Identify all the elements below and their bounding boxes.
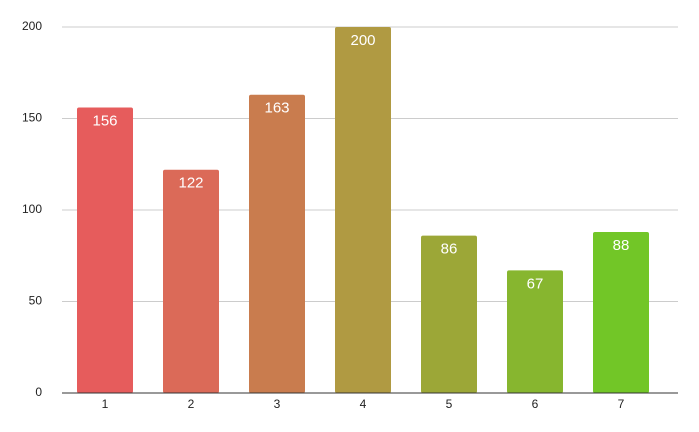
x-tick-label: 7 — [618, 397, 625, 411]
y-tick-label: 0 — [35, 385, 42, 399]
data-label: 122 — [178, 175, 203, 192]
bar — [249, 94, 305, 394]
data-label: 163 — [264, 100, 289, 117]
data-label: 156 — [92, 112, 117, 129]
x-tick-label: 6 — [532, 397, 539, 411]
bar — [593, 231, 649, 393]
data-label: 200 — [350, 32, 375, 49]
bar — [335, 27, 391, 393]
x-tick-label: 3 — [274, 397, 281, 411]
y-tick-label: 100 — [22, 202, 42, 216]
bar — [421, 235, 477, 393]
bar — [507, 270, 563, 393]
y-tick-label: 50 — [29, 294, 43, 308]
data-label: 88 — [613, 237, 630, 254]
x-tick-label: 2 — [188, 397, 195, 411]
x-tick-label: 1 — [102, 397, 109, 411]
y-tick-label: 150 — [22, 111, 42, 125]
x-tick-label: 5 — [446, 397, 453, 411]
x-tick-label: 4 — [360, 397, 367, 411]
data-label: 86 — [441, 241, 458, 258]
data-label: 67 — [527, 275, 544, 292]
bar — [163, 169, 219, 393]
y-tick-label: 200 — [22, 19, 42, 33]
bar — [77, 107, 133, 394]
